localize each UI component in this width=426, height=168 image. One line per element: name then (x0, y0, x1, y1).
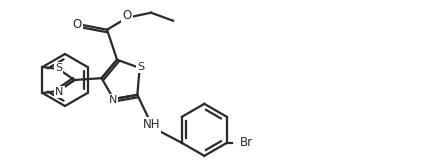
Text: S: S (55, 63, 62, 73)
Text: O: O (122, 9, 132, 22)
Text: Br: Br (240, 136, 253, 149)
Text: S: S (137, 62, 144, 72)
Text: NH: NH (143, 118, 160, 131)
Text: O: O (72, 18, 82, 31)
Text: N: N (55, 87, 63, 97)
Text: N: N (109, 95, 117, 105)
